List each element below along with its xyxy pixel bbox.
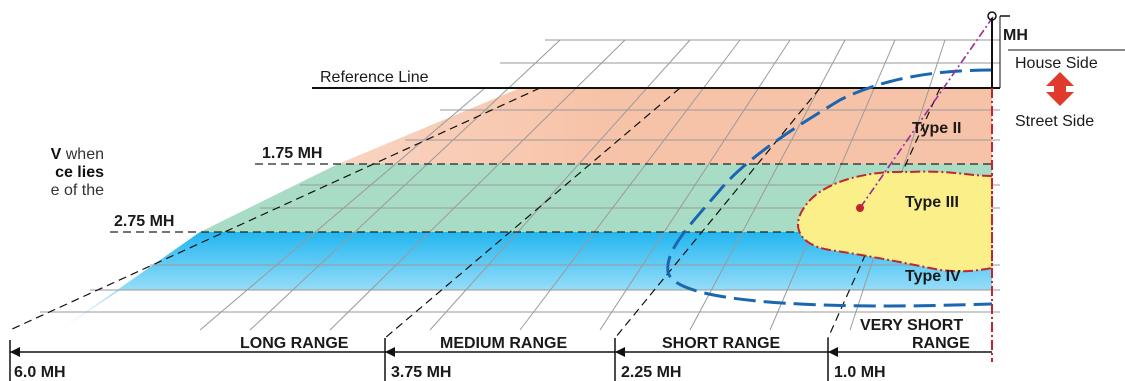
width-marker-2: 2.75 MH — [114, 213, 174, 230]
type2-label: Type II — [912, 120, 962, 137]
type3-band — [200, 164, 992, 232]
side-text-rest-1: when — [61, 146, 104, 163]
range-marker-3: 2.25 MH — [621, 364, 681, 381]
side-explanatory-text: V when ce lies e of the — [0, 146, 104, 200]
light-ray — [859, 16, 994, 209]
side-text-line-3: e of the — [50, 182, 104, 199]
range-arrowheads — [10, 347, 838, 357]
target-point — [856, 204, 864, 212]
type4-band — [60, 232, 992, 330]
very-short-range-label-1: VERY SHORT — [860, 317, 963, 334]
type4-label: Type IV — [905, 268, 961, 285]
street-side-label: Street Side — [1015, 113, 1094, 130]
side-text-bold-1: V — [50, 146, 62, 163]
mounting-height-label: MH — [1003, 27, 1028, 44]
side-text-bold-2: ce lies — [55, 164, 104, 181]
very-short-range-label-2: RANGE — [912, 335, 970, 352]
range-marker-4: 1.0 MH — [834, 364, 886, 381]
type3-label: Type III — [905, 194, 959, 211]
short-range-label: SHORT RANGE — [662, 335, 781, 352]
type2-band — [338, 88, 992, 164]
range-marker-2: 3.75 MH — [391, 364, 451, 381]
range-marker-1: 6.0 MH — [14, 364, 66, 381]
distribution-curve — [666, 68, 993, 308]
luminaire-icon — [987, 11, 997, 21]
type3-pattern — [797, 170, 993, 273]
medium-range-label: MEDIUM RANGE — [440, 335, 567, 352]
long-range-label: LONG RANGE — [240, 335, 349, 352]
house-side-label: House Side — [1015, 55, 1098, 72]
house-street-arrow-icon — [1046, 72, 1074, 106]
reference-line-label: Reference Line — [320, 69, 429, 86]
width-marker-1: 1.75 MH — [262, 145, 322, 162]
